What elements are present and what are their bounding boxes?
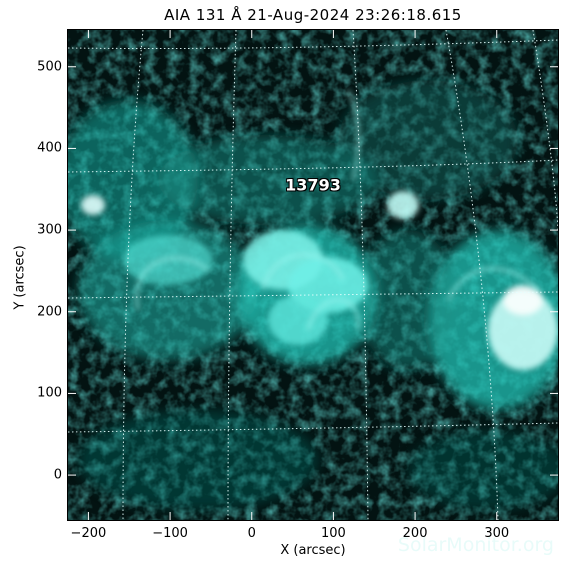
y-tick-label: 0 (53, 467, 62, 483)
y-tick-label: 200 (37, 304, 62, 320)
y-tick-label: 300 (37, 222, 62, 238)
x-tick-marks (87, 30, 498, 520)
x-axis-label: X (arcsec) (280, 543, 346, 558)
solar-image (68, 30, 558, 520)
plot-title: AIA 131 Å 21-Aug-2024 23:26:18.615 (164, 6, 462, 24)
y-tick-marks (68, 66, 558, 476)
x-tick-label: 200 (402, 526, 428, 541)
solar-image-frame (67, 29, 559, 521)
x-tick-label: 0 (247, 526, 256, 541)
x-tick-label: −100 (152, 526, 188, 541)
x-tick-label: 300 (484, 526, 510, 541)
y-tick-label: 500 (37, 59, 62, 75)
x-tick-label: −200 (70, 526, 107, 541)
x-tick-label: 100 (320, 526, 346, 541)
watermark-solarmonitor: SolarMonitor.org (397, 534, 554, 556)
coronal-loops (135, 89, 540, 331)
active-region-label: 13793 (285, 175, 341, 195)
y-tick-label: 100 (37, 385, 62, 401)
y-tick-label: 400 (37, 140, 62, 156)
heliographic-grid (68, 30, 558, 520)
y-axis-label: Y (arcsec) (12, 245, 28, 310)
